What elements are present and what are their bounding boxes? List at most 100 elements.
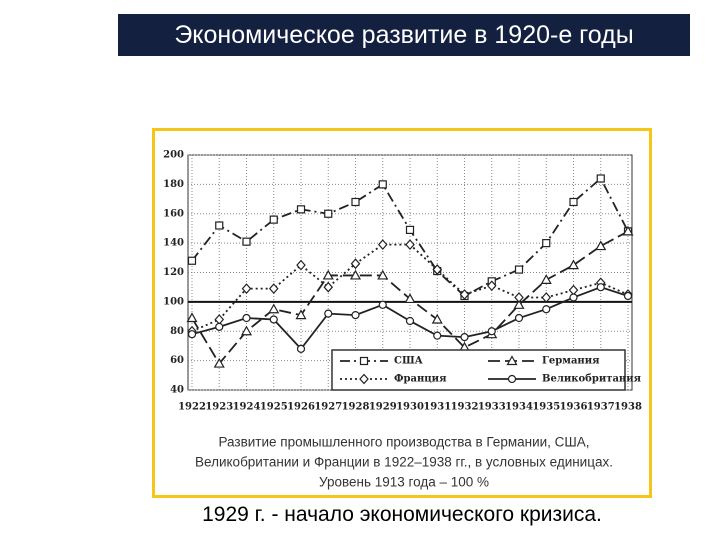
x-tick-label: 1930 bbox=[396, 402, 424, 413]
x-tick-label: 1937 bbox=[587, 402, 615, 413]
legend-label: Великобритания bbox=[542, 374, 642, 385]
x-tick-label: 1928 bbox=[342, 402, 370, 413]
marker bbox=[186, 312, 198, 323]
x-tick-label: 1934 bbox=[505, 402, 533, 413]
chart-note: Великобритании и Франции в 1922–1938 гг.… bbox=[195, 455, 613, 470]
x-tick-label: 1932 bbox=[451, 402, 479, 413]
marker bbox=[542, 305, 551, 314]
x-tick-label: 1923 bbox=[205, 402, 233, 413]
marker bbox=[378, 180, 387, 189]
legend-marker bbox=[359, 373, 369, 385]
y-tick-label: 180 bbox=[163, 179, 184, 190]
x-tick-label: 1927 bbox=[314, 402, 342, 413]
x-tick-label: 1935 bbox=[532, 402, 560, 413]
marker bbox=[268, 303, 280, 314]
marker bbox=[215, 221, 224, 230]
y-tick-label: 60 bbox=[170, 355, 184, 366]
legend-label: Франция bbox=[394, 374, 447, 385]
marker bbox=[241, 283, 252, 295]
marker bbox=[322, 269, 334, 280]
marker bbox=[404, 293, 416, 304]
marker bbox=[268, 283, 279, 295]
chart-note: Уровень 1913 года – 100 % bbox=[319, 475, 489, 490]
x-tick-label: 1924 bbox=[233, 402, 261, 413]
marker bbox=[269, 215, 278, 224]
caption: 1929 г. - начало экономического кризиса. bbox=[202, 503, 602, 526]
marker bbox=[269, 315, 278, 324]
marker bbox=[623, 291, 633, 301]
marker bbox=[351, 197, 360, 207]
marker bbox=[569, 197, 578, 207]
x-tick-label: 1926 bbox=[287, 402, 315, 413]
x-tick-label: 1929 bbox=[369, 402, 397, 413]
marker bbox=[487, 327, 496, 336]
marker bbox=[187, 330, 197, 339]
legend-label: США bbox=[394, 356, 424, 367]
y-tick-label: 100 bbox=[163, 296, 184, 307]
marker bbox=[240, 325, 253, 336]
marker bbox=[513, 299, 525, 309]
marker bbox=[569, 293, 578, 302]
x-tick-label: 1938 bbox=[614, 402, 642, 413]
x-tick-label: 1936 bbox=[560, 402, 588, 413]
marker bbox=[514, 292, 524, 303]
marker bbox=[349, 269, 362, 280]
marker bbox=[377, 269, 389, 280]
marker bbox=[377, 239, 388, 250]
marker bbox=[405, 225, 415, 235]
y-tick-label: 160 bbox=[163, 208, 184, 219]
x-tick-label: 1925 bbox=[260, 402, 288, 413]
marker bbox=[567, 259, 580, 270]
marker bbox=[213, 357, 225, 368]
marker bbox=[486, 280, 497, 292]
marker bbox=[242, 313, 251, 323]
marker bbox=[542, 239, 551, 248]
legend-marker bbox=[359, 356, 369, 366]
marker bbox=[540, 274, 552, 284]
marker bbox=[460, 333, 469, 342]
y-tick-label: 120 bbox=[163, 267, 184, 278]
legend-label: Германия bbox=[542, 356, 600, 367]
marker bbox=[323, 281, 334, 293]
marker bbox=[405, 316, 415, 326]
marker bbox=[324, 209, 333, 218]
y-tick-label: 140 bbox=[163, 238, 184, 249]
y-tick-label: 200 bbox=[163, 150, 184, 161]
marker bbox=[541, 292, 552, 303]
x-tick-label: 1933 bbox=[478, 402, 506, 413]
marker bbox=[596, 283, 605, 292]
marker bbox=[433, 331, 442, 340]
y-tick-label: 40 bbox=[170, 385, 184, 396]
legend-marker bbox=[507, 374, 517, 384]
marker bbox=[296, 205, 306, 214]
legend-marker bbox=[506, 355, 518, 366]
marker bbox=[242, 237, 251, 246]
x-tick-label: 1931 bbox=[423, 402, 451, 413]
marker bbox=[295, 309, 307, 320]
marker bbox=[378, 300, 387, 309]
marker bbox=[296, 344, 306, 353]
marker bbox=[514, 265, 524, 274]
marker bbox=[405, 239, 415, 250]
marker bbox=[622, 225, 634, 236]
marker bbox=[596, 174, 605, 183]
y-tick-label: 80 bbox=[170, 326, 184, 337]
chart-frame bbox=[152, 128, 652, 498]
chart-note: Развитие промышленного производства в Ге… bbox=[218, 435, 589, 450]
legend bbox=[331, 349, 626, 391]
marker bbox=[215, 322, 224, 331]
x-tick-label: 1922 bbox=[178, 402, 206, 413]
marker bbox=[350, 258, 361, 270]
marker bbox=[187, 256, 197, 265]
marker bbox=[459, 289, 470, 300]
marker bbox=[324, 309, 333, 318]
marker bbox=[595, 240, 607, 251]
slide-title: Экономическое развитие в 1920-е годы bbox=[118, 14, 690, 56]
marker bbox=[514, 313, 524, 323]
marker bbox=[351, 310, 360, 320]
marker bbox=[432, 264, 443, 275]
marker bbox=[431, 313, 443, 324]
marker bbox=[296, 259, 306, 271]
